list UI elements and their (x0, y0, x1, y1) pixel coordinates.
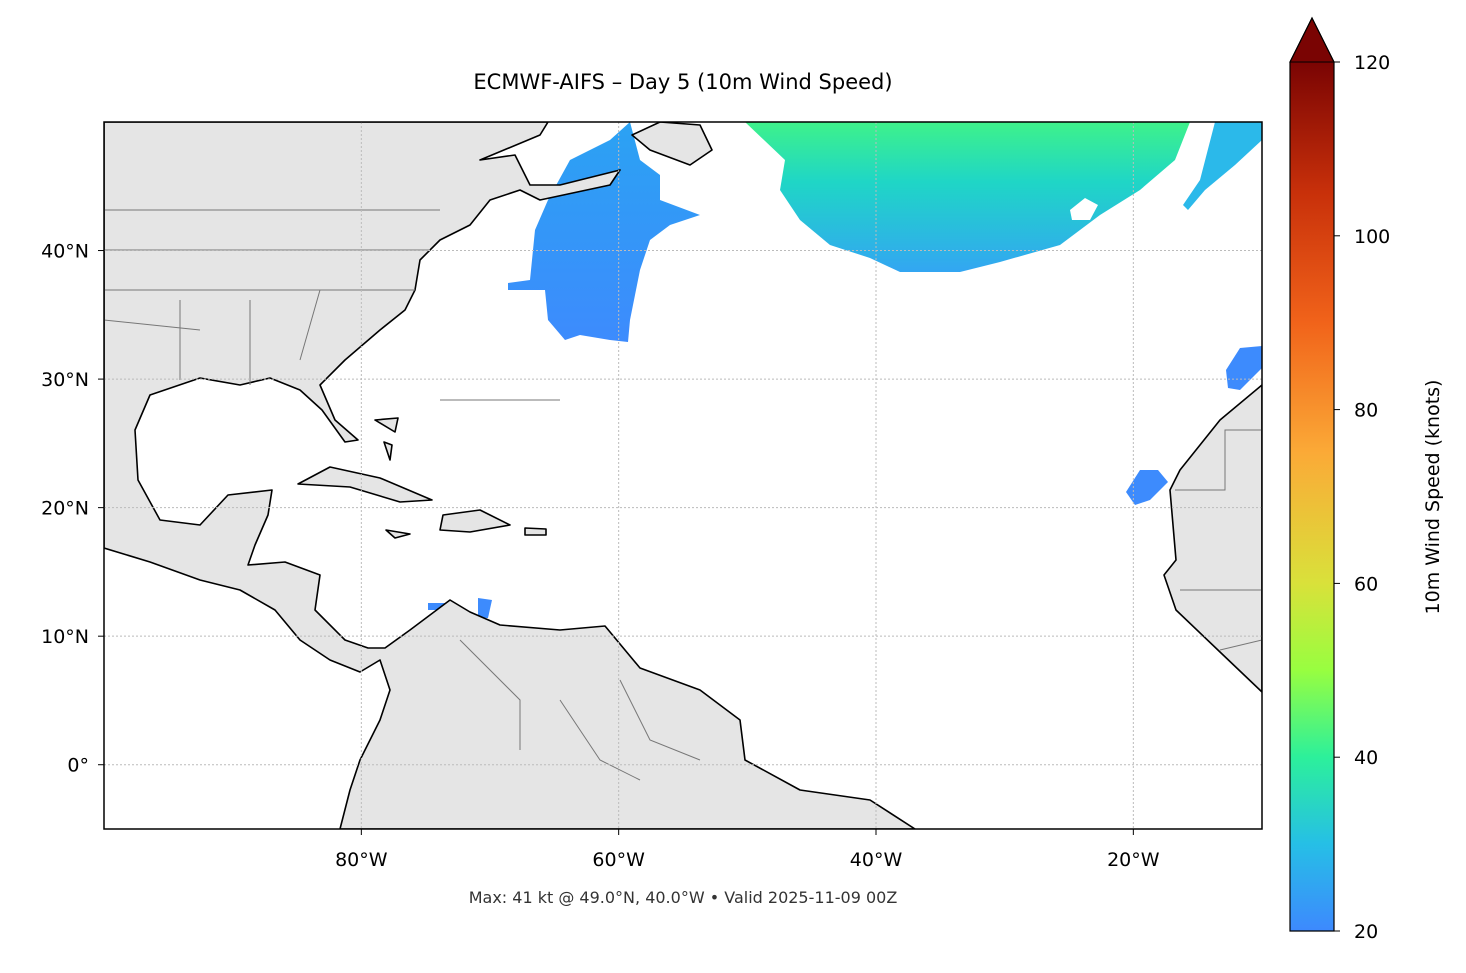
colorbar-tick-label: 60 (1354, 573, 1378, 595)
land (385, 529, 411, 539)
colorbar-tick-label: 80 (1354, 400, 1378, 422)
map-frame (103, 121, 1263, 830)
map-title: ECMWF-AIFS – Day 5 (10m Wind Speed) (473, 70, 892, 94)
graticule: 80°W 60°W 40°W 20°W 0° 10°N 20°N 30°N 40°N (41, 122, 1262, 871)
y-tick-label: 20°N (41, 498, 89, 520)
colorbar-label: 10m Wind Speed (knots) (1422, 380, 1444, 615)
land (374, 417, 399, 461)
colorbar-frame (1289, 16, 1335, 932)
colorbar-tick-label: 100 (1354, 226, 1390, 248)
wind-field (1070, 198, 1098, 220)
y-tick-label: 40°N (41, 241, 89, 263)
wind-field (508, 122, 700, 342)
border (104, 209, 1262, 781)
y-tick-label: 30°N (41, 369, 89, 391)
x-tick-label: 60°W (592, 849, 645, 871)
land (104, 122, 916, 829)
x-tick-label: 20°W (1107, 849, 1160, 871)
wind-field (428, 598, 492, 618)
land (631, 122, 713, 166)
footer: Max: 41 kt @ 49.0°N, 40.0°W • Valid 2025… (469, 888, 898, 907)
map-area (104, 122, 1262, 829)
wind-field (1126, 470, 1168, 505)
wind-field (1183, 122, 1262, 210)
wind-field (1226, 346, 1262, 390)
y-tick-label: 0° (67, 755, 89, 777)
y-tick-label: 10°N (41, 626, 89, 648)
colorbar: 20 40 60 80 100 120 (1289, 16, 1390, 943)
land (1163, 384, 1262, 693)
land (297, 466, 433, 503)
colorbar-fill (1290, 62, 1334, 931)
wind-field (745, 122, 1190, 272)
colorbar-tick-label: 120 (1354, 52, 1390, 74)
colorbar-extend (1289, 16, 1335, 63)
x-tick-label: 40°W (850, 849, 903, 871)
x-tick-label: 80°W (335, 849, 388, 871)
land (524, 527, 547, 536)
colorbar-tick-label: 20 (1354, 921, 1378, 943)
colorbar-tick-label: 40 (1354, 747, 1378, 769)
land (439, 509, 511, 533)
